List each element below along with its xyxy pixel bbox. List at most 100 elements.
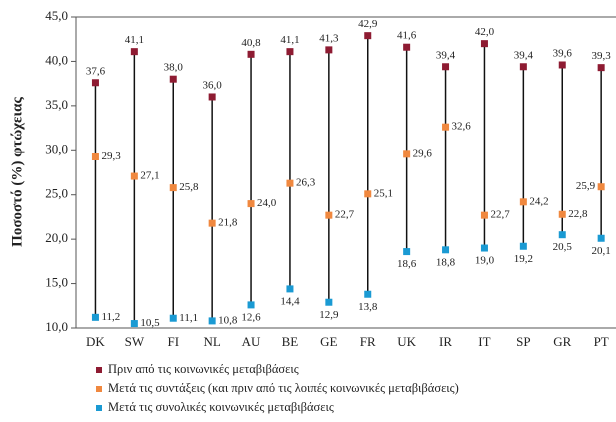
- value-label: 18,8: [436, 256, 456, 268]
- x-tick-label: AU: [242, 334, 261, 349]
- dot: [519, 198, 527, 206]
- value-label: 24,0: [257, 197, 277, 209]
- value-label: 39,4: [436, 49, 456, 61]
- y-tick-label: 30,0: [45, 141, 68, 156]
- value-label: 39,6: [553, 48, 573, 60]
- legend-label: Πριν από τις κοινωνικές μεταβιβάσεις: [108, 362, 299, 376]
- value-label: 26,3: [296, 177, 316, 189]
- y-tick-label: 45,0: [45, 8, 68, 23]
- value-label: 41,6: [397, 30, 417, 42]
- dot: [597, 183, 605, 191]
- plot-frame: [75, 16, 616, 329]
- legend-label: Μετά τις συνολικές κοινωνικές μεταβιβάσε…: [108, 400, 334, 414]
- value-label: 32,6: [452, 121, 472, 133]
- value-label: 12,9: [319, 309, 339, 321]
- dot: [597, 64, 605, 72]
- value-label: 39,4: [514, 49, 534, 61]
- value-label: 21,8: [218, 217, 238, 229]
- dot: [169, 184, 177, 192]
- value-label: 25,9: [576, 180, 596, 192]
- x-tick-label: GE: [320, 334, 337, 349]
- value-label: 19,2: [514, 253, 533, 265]
- dot: [558, 231, 566, 239]
- value-label: 41,3: [319, 32, 339, 44]
- dot: [325, 298, 333, 306]
- value-label: 39,3: [592, 50, 612, 62]
- dot: [325, 211, 333, 219]
- value-label: 40,8: [241, 37, 261, 49]
- value-label: 13,8: [358, 301, 378, 313]
- value-label: 38,0: [164, 62, 184, 74]
- x-tick-label: SW: [125, 334, 145, 349]
- dot: [364, 190, 372, 198]
- dot: [130, 172, 138, 180]
- dot: [208, 317, 216, 325]
- dot: [480, 211, 488, 219]
- x-tick-label: SP: [516, 334, 530, 349]
- dot: [286, 179, 294, 187]
- dot: [519, 242, 527, 250]
- value-label: 11,2: [101, 311, 120, 323]
- value-label: 20,1: [592, 245, 611, 257]
- dot: [442, 123, 450, 131]
- value-label: 36,0: [203, 80, 223, 92]
- dot: [403, 150, 411, 158]
- dot: [247, 200, 255, 208]
- dot: [558, 210, 566, 218]
- dot: [480, 244, 488, 252]
- dot: [519, 63, 527, 71]
- legend-swatch: [96, 405, 102, 411]
- dot: [208, 93, 216, 101]
- x-tick-label: FR: [360, 334, 376, 349]
- dot: [403, 248, 411, 256]
- x-tick-label: GR: [553, 334, 571, 349]
- value-label: 25,1: [374, 187, 393, 199]
- value-label: 12,6: [241, 311, 261, 323]
- x-tick-label: NL: [203, 334, 220, 349]
- dot: [130, 320, 138, 328]
- y-axis-label: Ποσοστό (%) φτώχειας: [9, 97, 25, 247]
- value-label: 18,6: [397, 258, 417, 270]
- value-label: 22,7: [335, 209, 355, 221]
- y-tick-label: 20,0: [45, 230, 68, 245]
- dot: [247, 50, 255, 58]
- dot: [91, 313, 99, 321]
- legend-swatch: [96, 367, 102, 373]
- dot: [286, 48, 294, 56]
- dot: [480, 40, 488, 48]
- value-label: 24,2: [529, 195, 548, 207]
- value-label: 20,5: [553, 241, 573, 253]
- dot: [403, 43, 411, 51]
- x-tick-label: IT: [478, 334, 490, 349]
- dot: [286, 285, 294, 293]
- y-tick-label: 25,0: [45, 186, 68, 201]
- value-label: 10,8: [218, 314, 238, 326]
- legend-swatch: [96, 386, 102, 392]
- x-tick-label: PT: [594, 334, 609, 349]
- x-tick-label: UK: [397, 334, 416, 349]
- legend-label: Μετά τις συντάξεις (και πριν από τις λοι…: [108, 381, 459, 395]
- value-label: 29,6: [413, 147, 433, 159]
- y-tick-label: 15,0: [45, 275, 68, 290]
- value-label: 29,3: [101, 150, 121, 162]
- dot: [558, 61, 566, 69]
- y-tick-label: 35,0: [45, 97, 68, 112]
- value-label: 19,0: [475, 255, 495, 267]
- dot: [169, 314, 177, 322]
- dot: [130, 48, 138, 56]
- x-tick-label: BE: [282, 334, 299, 349]
- dot: [325, 46, 333, 54]
- dot: [442, 63, 450, 71]
- value-label: 42,9: [358, 18, 378, 30]
- value-label: 11,1: [179, 312, 198, 324]
- dot: [91, 79, 99, 87]
- dot: [247, 301, 255, 309]
- dot: [208, 219, 216, 227]
- value-label: 25,8: [179, 181, 199, 193]
- dot: [364, 32, 372, 40]
- x-tick-label: FI: [167, 334, 179, 349]
- value-label: 37,6: [86, 65, 106, 77]
- y-tick-label: 40,0: [45, 52, 68, 67]
- y-tick-label: 10,0: [45, 319, 68, 334]
